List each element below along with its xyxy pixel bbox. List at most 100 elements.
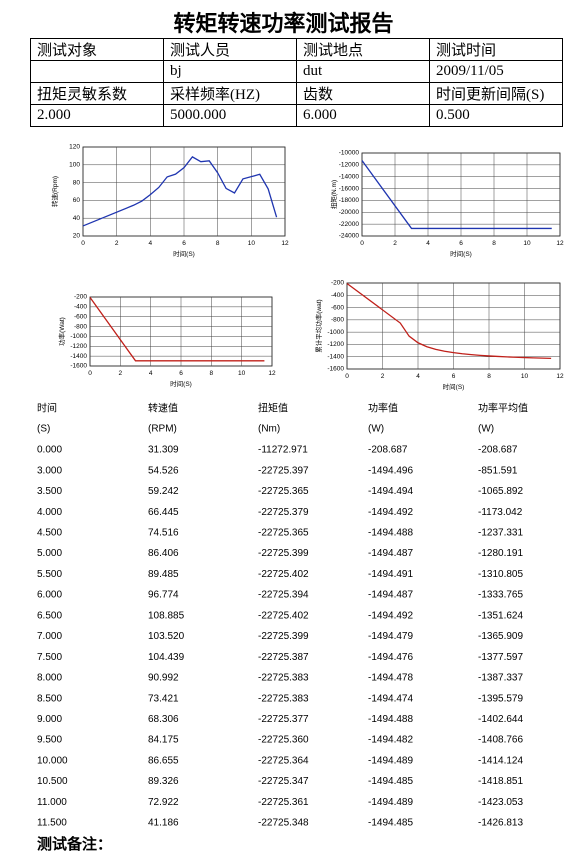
table-cell: -22725.364 bbox=[258, 755, 309, 766]
table-cell: 9.500 bbox=[37, 735, 62, 746]
y-tick-label: -1200 bbox=[327, 341, 344, 348]
y-tick-label: -200 bbox=[331, 280, 344, 287]
x-tick-label: 12 bbox=[556, 240, 564, 247]
table-cell: 7.000 bbox=[37, 631, 62, 642]
y-tick-label: 120 bbox=[69, 144, 80, 151]
table-cell: -1402.644 bbox=[478, 714, 523, 725]
table-cell: -1494.496 bbox=[368, 465, 413, 476]
x-tick-label: 6 bbox=[179, 370, 183, 377]
y-axis-label: 功率(Wat) bbox=[57, 317, 66, 346]
table-cell: 59.242 bbox=[148, 486, 179, 497]
table-cell: 8.000 bbox=[37, 673, 62, 684]
table-cell: 3.500 bbox=[37, 486, 62, 497]
info-cell: 时间更新间隔(S) bbox=[429, 82, 563, 105]
table-cell: -1423.053 bbox=[478, 797, 523, 808]
table-cell: 84.175 bbox=[148, 735, 179, 746]
x-tick-label: 12 bbox=[281, 240, 289, 247]
table-cell: -1173.042 bbox=[478, 507, 523, 518]
x-tick-label: 4 bbox=[416, 373, 420, 380]
table-cell: 74.516 bbox=[148, 528, 179, 539]
y-tick-label: 40 bbox=[73, 215, 81, 222]
table-cell: -22725.379 bbox=[258, 507, 309, 518]
table-cell: -1494.491 bbox=[368, 569, 413, 580]
remarks: 测试备注： bbox=[37, 837, 113, 853]
x-tick-label: 2 bbox=[119, 370, 123, 377]
x-tick-label: 10 bbox=[248, 240, 256, 247]
table-cell: 4.500 bbox=[37, 528, 62, 539]
x-tick-label: 2 bbox=[381, 373, 385, 380]
table-cell: -1377.597 bbox=[478, 652, 523, 663]
info-cell: 采样频率(HZ) bbox=[163, 82, 297, 105]
table-cell: -1494.487 bbox=[368, 548, 413, 559]
y-tick-label: -10000 bbox=[339, 150, 360, 157]
y-tick-label: -800 bbox=[74, 323, 87, 330]
table-unit: (S) bbox=[37, 424, 50, 435]
x-axis-label: 时间(S) bbox=[173, 249, 195, 258]
x-tick-label: 4 bbox=[426, 240, 430, 247]
table-cell: -22725.399 bbox=[258, 548, 309, 559]
info-cell: 扭矩灵敏系数 bbox=[30, 82, 164, 105]
table-cell: 89.485 bbox=[148, 569, 179, 580]
table-cell: 11.500 bbox=[37, 818, 67, 829]
table-cell: -22725.397 bbox=[258, 465, 309, 476]
y-axis-label: 转速(Rpm) bbox=[50, 176, 59, 207]
x-tick-label: 0 bbox=[81, 240, 85, 247]
table-cell: -1333.765 bbox=[478, 590, 523, 601]
table-cell: -22725.360 bbox=[258, 735, 309, 746]
info-cell: 测试人员 bbox=[163, 38, 297, 61]
x-tick-label: 8 bbox=[487, 373, 491, 380]
table-header: 扭矩值 bbox=[258, 402, 288, 415]
y-tick-label: 80 bbox=[73, 179, 81, 186]
x-tick-label: 0 bbox=[360, 240, 364, 247]
y-tick-label: 60 bbox=[73, 197, 81, 204]
table-unit: (W) bbox=[368, 424, 384, 435]
x-tick-label: 10 bbox=[521, 373, 529, 380]
table-cell: -1494.482 bbox=[368, 735, 413, 746]
table-cell: -22725.377 bbox=[258, 714, 309, 725]
x-tick-label: 8 bbox=[492, 240, 496, 247]
data-line bbox=[361, 160, 552, 230]
table-cell: 54.526 bbox=[148, 465, 179, 476]
x-axis-label: 时间(S) bbox=[450, 249, 472, 258]
table-cell: 73.421 bbox=[148, 693, 179, 704]
table-header: 转速值 bbox=[148, 402, 178, 415]
y-tick-label: -12000 bbox=[339, 162, 360, 169]
x-tick-label: 4 bbox=[149, 370, 153, 377]
x-tick-label: 12 bbox=[556, 373, 564, 380]
table-cell: -22725.394 bbox=[258, 590, 309, 601]
info-cell: 6.000 bbox=[296, 104, 430, 127]
x-tick-label: 12 bbox=[268, 370, 276, 377]
y-tick-label: 20 bbox=[73, 233, 81, 240]
table-cell: -851.591 bbox=[478, 465, 518, 476]
table-cell: -11272.971 bbox=[258, 445, 308, 456]
y-tick-label: -200 bbox=[74, 294, 87, 301]
data-line bbox=[346, 283, 552, 360]
table-cell: -1494.489 bbox=[368, 797, 413, 808]
data-line bbox=[89, 297, 265, 362]
table-cell: 41.186 bbox=[148, 818, 179, 829]
table-cell: -1418.851 bbox=[478, 776, 523, 787]
x-tick-label: 2 bbox=[393, 240, 397, 247]
table-cell: -1494.492 bbox=[368, 507, 413, 518]
info-cell: 2009/11/05 bbox=[429, 60, 563, 83]
y-tick-label: 100 bbox=[69, 162, 80, 169]
y-tick-label: -600 bbox=[331, 304, 344, 311]
table-cell: 31.309 bbox=[148, 445, 179, 456]
table-cell: -1494.476 bbox=[368, 652, 413, 663]
y-tick-label: -800 bbox=[331, 317, 344, 324]
x-tick-label: 10 bbox=[238, 370, 246, 377]
info-cell: 齿数 bbox=[296, 82, 430, 105]
table-cell: -22725.383 bbox=[258, 673, 309, 684]
table-cell: 10.500 bbox=[37, 776, 68, 787]
y-tick-label: -1600 bbox=[70, 363, 87, 370]
x-tick-label: 0 bbox=[88, 370, 92, 377]
y-axis-label: 扭矩(N.m) bbox=[329, 180, 338, 209]
info-cell: 2.000 bbox=[30, 104, 164, 127]
table-cell: 103.520 bbox=[148, 631, 185, 642]
info-row: bj dut 2009/11/05 bbox=[30, 60, 563, 83]
table-header: 功率值 bbox=[368, 402, 398, 415]
table-cell: -1494.488 bbox=[368, 714, 413, 725]
info-row: 扭矩灵敏系数 采样频率(HZ) 齿数 时间更新间隔(S) bbox=[30, 82, 563, 105]
